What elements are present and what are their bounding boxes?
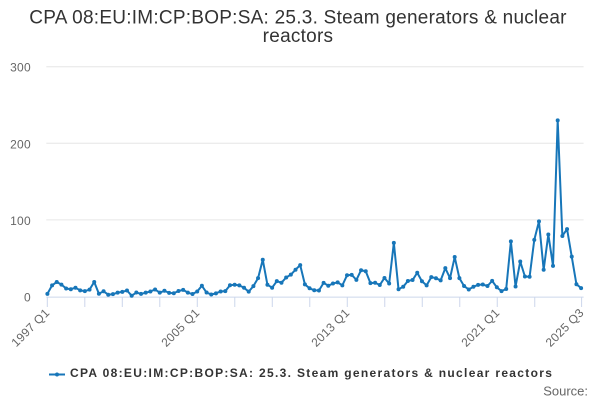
svg-text:reactors: reactors — [263, 26, 334, 47]
svg-text:100: 100 — [10, 214, 31, 228]
svg-text:300: 300 — [10, 61, 31, 75]
svg-text:CPA 08:EU:IM:CP:BOP:SA: 25.3.: CPA 08:EU:IM:CP:BOP:SA: 25.3. Steam gene… — [29, 8, 567, 29]
svg-text:0: 0 — [24, 291, 31, 305]
svg-text:CPA 08:EU:IM:CP:BOP:SA: 25.3.: CPA 08:EU:IM:CP:BOP:SA: 25.3. Steam gene… — [70, 366, 553, 380]
svg-text:200: 200 — [10, 137, 31, 151]
svg-text:Source:: Source: — [543, 384, 588, 399]
